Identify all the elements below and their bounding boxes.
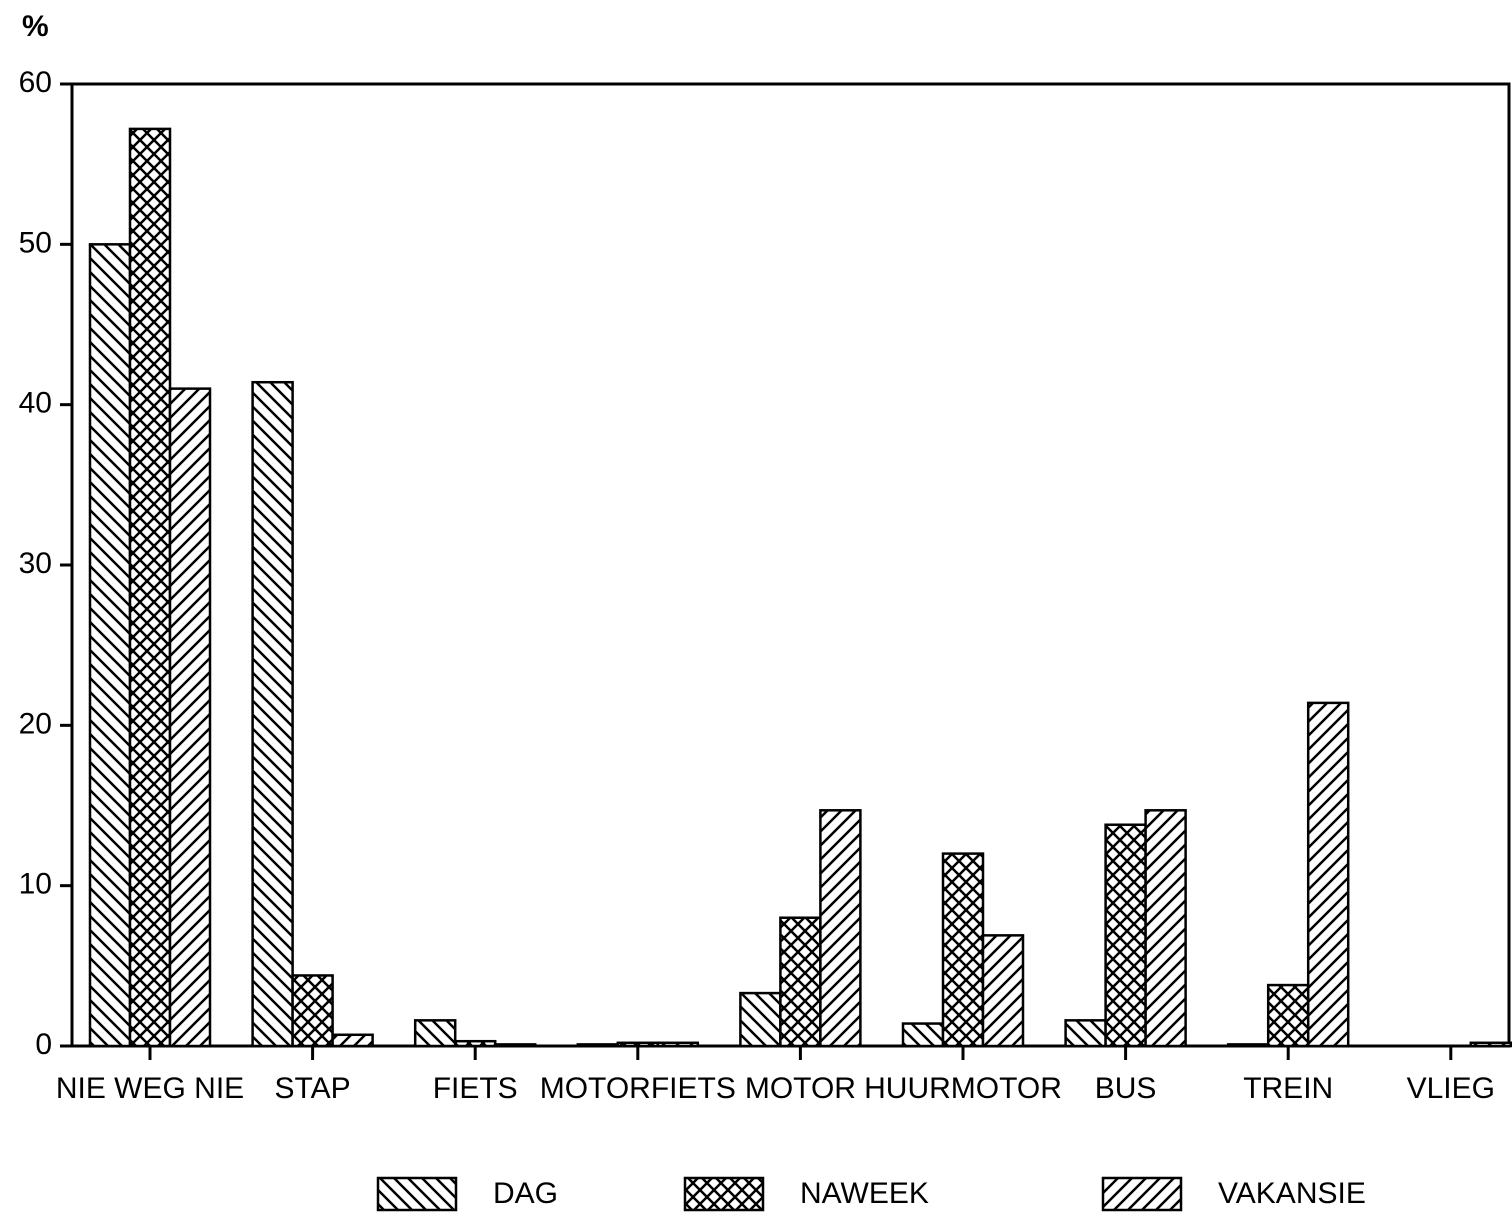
legend-label: VAKANSIE bbox=[1218, 1177, 1366, 1210]
bar bbox=[901, 1022, 945, 1048]
y-tick-label: 0 bbox=[35, 1028, 52, 1061]
bar bbox=[128, 127, 172, 1048]
bar bbox=[1226, 1043, 1270, 1048]
bar bbox=[1266, 983, 1310, 1048]
bar bbox=[168, 387, 212, 1048]
bar bbox=[413, 1019, 457, 1048]
bar bbox=[453, 1039, 497, 1048]
bar bbox=[493, 1043, 537, 1048]
x-tick-label: HUURMOTOR bbox=[864, 1072, 1062, 1105]
legend-swatch bbox=[683, 1176, 765, 1212]
legend-label: NAWEEK bbox=[800, 1177, 929, 1210]
bar bbox=[1306, 701, 1350, 1048]
x-tick-label: TREIN bbox=[1243, 1072, 1333, 1105]
y-tick-label: 20 bbox=[19, 707, 52, 740]
bar bbox=[981, 934, 1025, 1048]
bar bbox=[251, 380, 294, 1048]
legend-swatch bbox=[376, 1176, 458, 1212]
x-tick-label: MOTOR bbox=[745, 1072, 856, 1105]
bar bbox=[1104, 823, 1147, 1048]
bar bbox=[779, 916, 822, 1048]
y-tick-label: 50 bbox=[19, 226, 52, 259]
bar bbox=[331, 1033, 374, 1048]
bar bbox=[941, 852, 985, 1048]
legend-label: DAG bbox=[493, 1177, 558, 1210]
bar bbox=[739, 991, 782, 1048]
x-tick-label: MOTORFIETS bbox=[540, 1072, 736, 1105]
x-tick-label: FIETS bbox=[433, 1072, 518, 1105]
bar bbox=[291, 974, 334, 1048]
x-tick-label: VLIEG bbox=[1407, 1072, 1495, 1105]
bar bbox=[88, 243, 132, 1048]
bar bbox=[656, 1041, 700, 1048]
x-tick-label: BUS bbox=[1095, 1072, 1157, 1105]
x-tick-label: STAP bbox=[275, 1072, 351, 1105]
bar bbox=[576, 1043, 620, 1048]
bar bbox=[1064, 1019, 1107, 1048]
y-tick-label: 40 bbox=[19, 387, 52, 420]
bar bbox=[1144, 809, 1187, 1048]
bar bbox=[616, 1041, 660, 1048]
y-tick-label: 60 bbox=[19, 66, 52, 99]
bar bbox=[1469, 1041, 1512, 1048]
y-axis-label: % bbox=[22, 10, 49, 43]
x-tick-label: NIE WEG NIE bbox=[56, 1072, 244, 1105]
bar bbox=[819, 809, 862, 1048]
y-tick-label: 10 bbox=[19, 868, 52, 901]
legend-swatch bbox=[1101, 1176, 1183, 1212]
y-tick-label: 30 bbox=[19, 547, 52, 580]
